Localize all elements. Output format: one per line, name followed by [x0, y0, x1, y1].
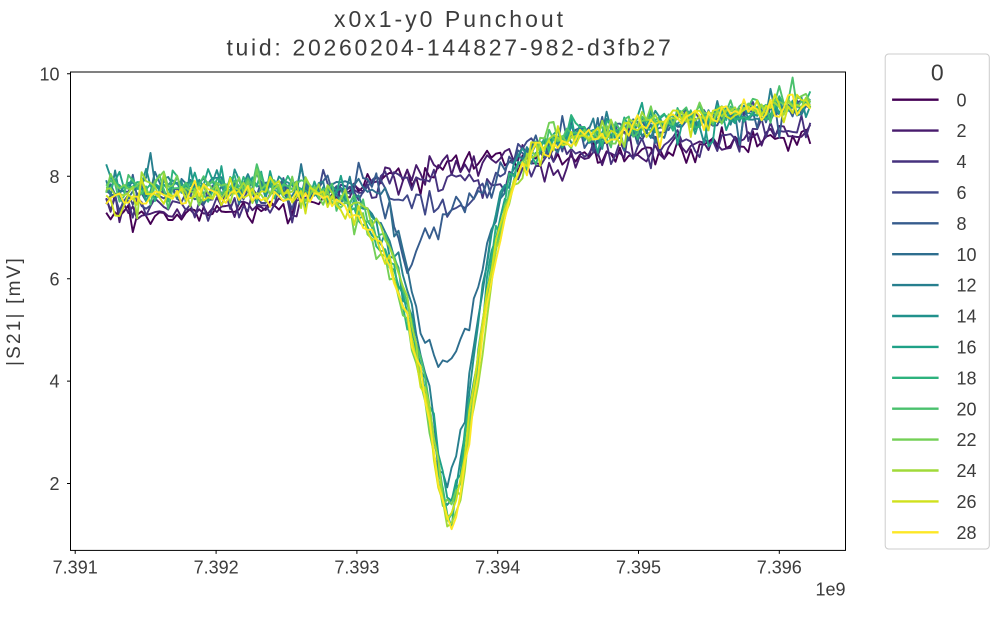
svg-text:x0x1-y0 Punchout: x0x1-y0 Punchout [334, 6, 566, 32]
svg-text:|S21| [mV]: |S21| [mV] [4, 256, 25, 366]
svg-text:24: 24 [957, 461, 977, 481]
svg-text:2: 2 [49, 474, 59, 494]
svg-text:4: 4 [957, 152, 967, 172]
svg-text:7.392: 7.392 [194, 558, 239, 578]
svg-text:10: 10 [957, 245, 977, 265]
svg-text:2: 2 [957, 121, 967, 141]
svg-text:26: 26 [957, 492, 977, 512]
svg-text:1e9: 1e9 [815, 580, 845, 600]
svg-text:tuid: 20260204-144827-982-d3fb: tuid: 20260204-144827-982-d3fb27 [226, 35, 673, 61]
svg-text:10: 10 [39, 64, 59, 84]
svg-text:18: 18 [957, 368, 977, 388]
svg-text:8: 8 [957, 214, 967, 234]
svg-text:7.394: 7.394 [475, 558, 520, 578]
svg-text:4: 4 [49, 372, 59, 392]
svg-text:7.395: 7.395 [616, 558, 661, 578]
svg-text:12: 12 [957, 276, 977, 296]
svg-text:22: 22 [957, 430, 977, 450]
svg-text:20: 20 [957, 399, 977, 419]
svg-text:0: 0 [931, 60, 944, 86]
svg-text:14: 14 [957, 307, 977, 327]
svg-text:7.391: 7.391 [53, 558, 98, 578]
svg-text:7.396: 7.396 [757, 558, 802, 578]
svg-text:7.393: 7.393 [334, 558, 379, 578]
svg-text:8: 8 [49, 167, 59, 187]
svg-text:16: 16 [957, 338, 977, 358]
svg-text:6: 6 [49, 269, 59, 289]
svg-text:6: 6 [957, 183, 967, 203]
svg-text:28: 28 [957, 523, 977, 543]
svg-text:0: 0 [957, 90, 967, 110]
